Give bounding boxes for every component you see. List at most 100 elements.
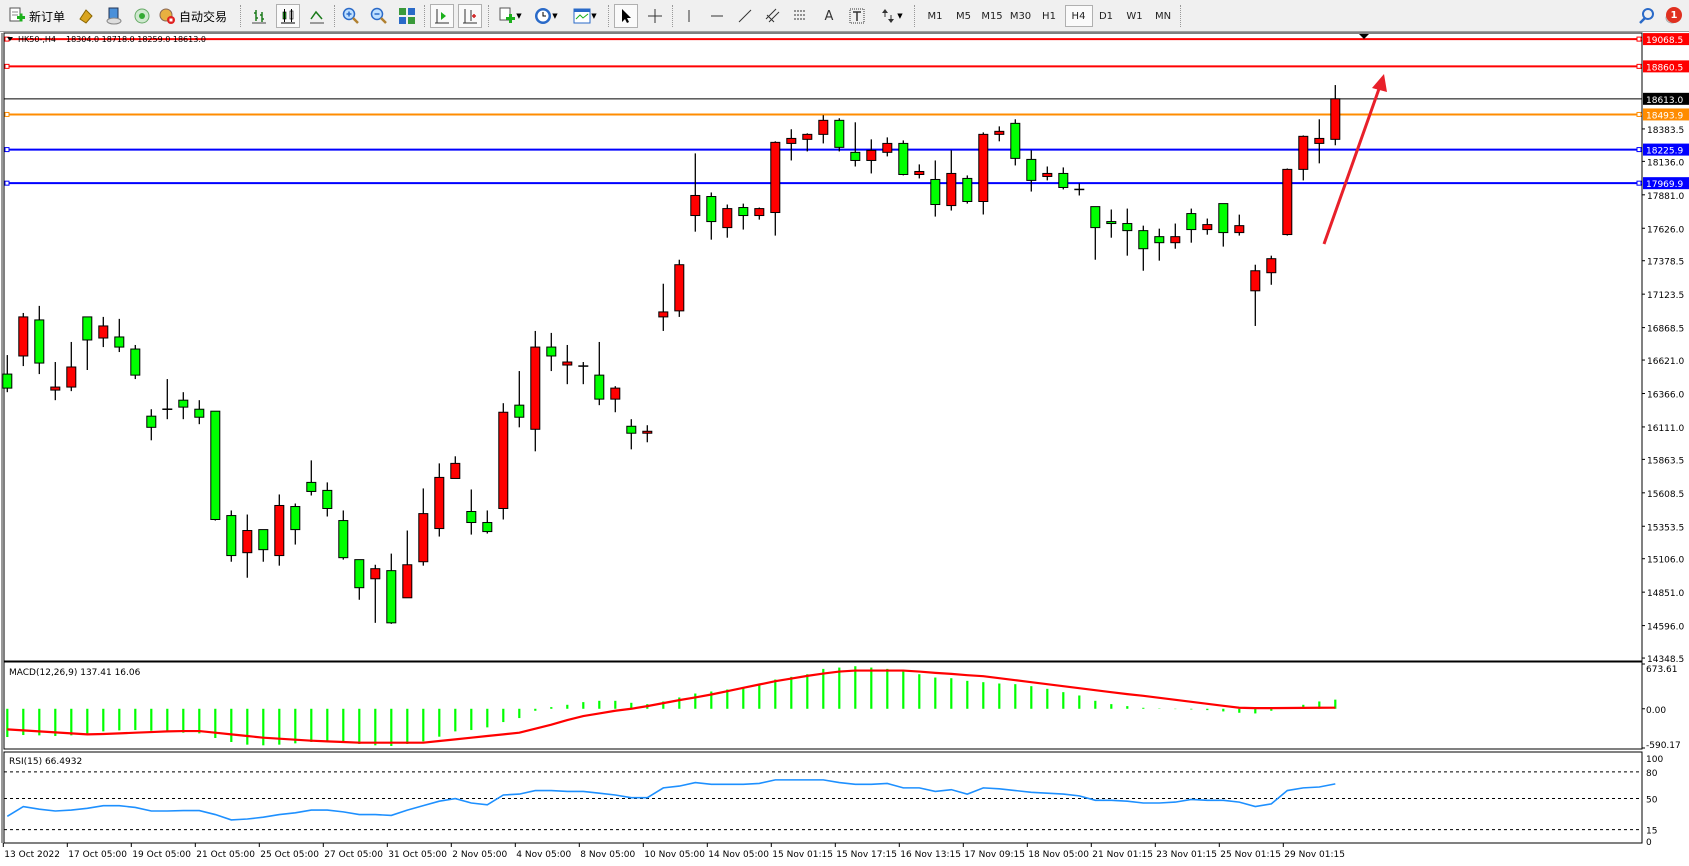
indicators-button[interactable]: ▼ xyxy=(494,4,526,28)
time-label: 18 Nov 05:00 xyxy=(1028,850,1089,860)
text-button[interactable]: A xyxy=(824,8,834,24)
price-line-label-bg xyxy=(1643,143,1689,156)
rsi-label: RSI(15) 66.4932 xyxy=(9,757,82,767)
price-line-label: 18613.0 xyxy=(1646,96,1683,106)
candlestick-chart-button[interactable] xyxy=(276,4,300,28)
line-handle-right[interactable] xyxy=(1636,63,1642,69)
text-label-button[interactable] xyxy=(846,4,868,28)
crosshair-button[interactable] xyxy=(644,4,666,28)
line-handle-left[interactable] xyxy=(4,147,10,153)
candle-body-bear xyxy=(514,404,525,418)
templates-button[interactable]: ▼ xyxy=(568,4,602,28)
equidistant-channel-button[interactable] xyxy=(762,4,784,28)
price-line-label-bg xyxy=(1643,33,1689,46)
line-handle-left[interactable] xyxy=(4,63,10,69)
candle-body-bear xyxy=(34,319,45,364)
time-label: 23 Nov 01:15 xyxy=(1156,850,1217,860)
candle-body-bear xyxy=(1218,203,1229,234)
line-handle-right[interactable] xyxy=(1636,36,1642,42)
chart-shift-marker-icon[interactable] xyxy=(1359,34,1369,39)
separator xyxy=(608,5,610,27)
market-watch-button[interactable] xyxy=(74,4,98,28)
periods-button[interactable]: ▼ xyxy=(530,4,562,28)
separator xyxy=(240,5,242,27)
timeframe-w1-button[interactable]: W1 xyxy=(1126,10,1143,22)
auto-trading-button[interactable]: 自动交易 xyxy=(158,4,234,28)
zoom-out-button[interactable] xyxy=(368,4,390,28)
price-line-label: 18860.5 xyxy=(1646,63,1683,73)
candle xyxy=(866,139,877,174)
candle xyxy=(1234,214,1245,236)
line-handle-left[interactable] xyxy=(4,180,10,186)
timeframe-h4-button[interactable]: H4 xyxy=(1064,5,1093,27)
candle-body-bull xyxy=(450,462,461,479)
horizontal-lines[interactable] xyxy=(4,36,1642,186)
candle-body-bull xyxy=(562,361,573,366)
candle-body-bull xyxy=(882,142,893,153)
timeframe-m1-button[interactable]: M1 xyxy=(927,10,943,22)
cursor-button[interactable] xyxy=(614,4,638,28)
auto-scroll-button[interactable] xyxy=(430,4,454,28)
timeframe-m15-button[interactable]: M15 xyxy=(981,10,1003,22)
vertical-line-button[interactable] xyxy=(678,4,700,28)
candle-body-bull xyxy=(418,513,429,563)
candle-body-bear xyxy=(2,373,13,389)
time-label: 31 Oct 05:00 xyxy=(388,850,447,860)
fibonacci-button[interactable] xyxy=(790,4,812,28)
navigator-button[interactable] xyxy=(130,4,154,28)
bar-chart-button[interactable] xyxy=(248,4,270,28)
candle-body-bull xyxy=(1202,224,1213,231)
line-handle-left[interactable] xyxy=(4,111,10,117)
candle xyxy=(434,463,445,537)
timeframe-h1-button[interactable]: H1 xyxy=(1042,10,1056,22)
search-button[interactable] xyxy=(1636,4,1658,28)
chart-menu-triangle-icon[interactable] xyxy=(7,37,13,41)
clock-icon xyxy=(535,8,552,24)
price-tick-label: 17123.5 xyxy=(1647,291,1684,301)
data-window-button[interactable] xyxy=(102,4,126,28)
chevron-down-icon: ▼ xyxy=(591,12,597,20)
time-label: 15 Nov 01:15 xyxy=(772,850,833,860)
tile-windows-icon xyxy=(399,8,415,24)
candle-body-bear xyxy=(210,410,221,521)
candle xyxy=(978,132,989,215)
candle-body-bull xyxy=(1042,172,1053,177)
tile-windows-button[interactable] xyxy=(396,4,418,28)
line-handle-right[interactable] xyxy=(1636,180,1642,186)
candle xyxy=(322,482,333,517)
line-chart-button[interactable] xyxy=(306,4,328,28)
candle xyxy=(82,316,93,371)
chart-shift-button[interactable] xyxy=(458,4,482,28)
trend-arrow[interactable] xyxy=(1322,74,1387,245)
zoom-in-button[interactable] xyxy=(340,4,362,28)
candle-body-bear xyxy=(930,178,941,206)
candle xyxy=(546,332,557,372)
zoom-out-icon xyxy=(370,7,387,24)
notifications-button[interactable]: 1 xyxy=(1660,4,1686,28)
price-tick-label: 16366.0 xyxy=(1647,390,1684,400)
candle xyxy=(610,386,621,413)
candle-body-bull xyxy=(1314,137,1325,144)
candle-body-bear xyxy=(354,559,365,589)
time-label: 10 Nov 05:00 xyxy=(644,850,705,860)
candle xyxy=(274,494,285,566)
timeframe-m30-button[interactable]: M30 xyxy=(1009,10,1032,22)
timeframe-mn-button[interactable]: MN xyxy=(1154,10,1172,22)
candle xyxy=(18,312,29,367)
timeframe-d1-button[interactable]: D1 xyxy=(1098,10,1114,22)
arrows-button[interactable]: ▼ xyxy=(874,4,908,28)
macd-axis-label: 0.00 xyxy=(1646,706,1666,716)
line-handle-right[interactable] xyxy=(1636,111,1642,117)
horizontal-line-button[interactable] xyxy=(706,4,728,28)
candle-body-bull xyxy=(754,208,765,217)
candle xyxy=(114,318,125,353)
line-handle-right[interactable] xyxy=(1636,147,1642,153)
trendline-button[interactable] xyxy=(734,4,756,28)
symbol-label: HK50-,H4 xyxy=(18,35,56,44)
timeframe-m5-button[interactable]: M5 xyxy=(956,10,971,22)
new-order-button[interactable]: 新订单 xyxy=(8,4,70,28)
candle-body-bear xyxy=(1122,223,1133,232)
candle-body-bear xyxy=(626,425,637,434)
separator xyxy=(914,5,916,27)
